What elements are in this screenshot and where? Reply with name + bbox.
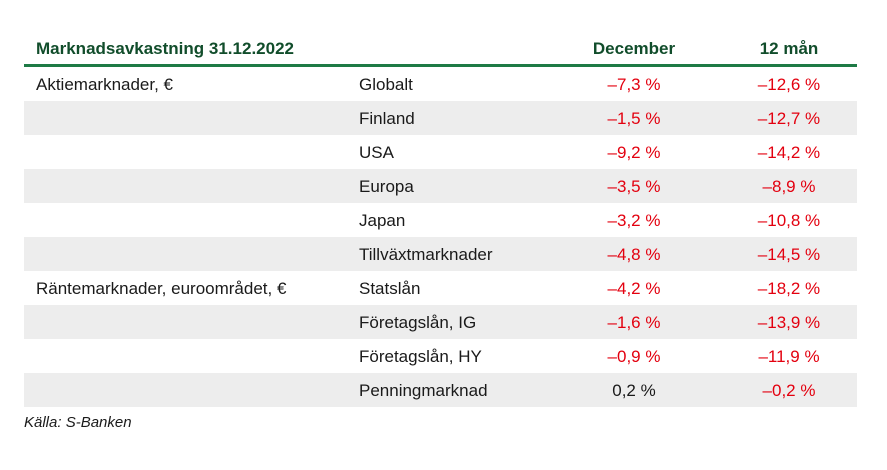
december-value: 0,2 % [612,381,656,400]
table-title: Marknadsavkastning 31.12.2022 [36,39,294,58]
table-row: Företagslån, HY –0,9 % –11,9 % [24,339,857,373]
market-label: Penningmarknad [359,381,488,400]
december-value: –7,3 % [607,75,661,94]
table-row: Räntemarknader, euroområdet, € Statslån … [24,271,857,305]
twelve-month-value: –18,2 % [757,279,821,298]
twelve-month-value: –12,6 % [757,75,821,94]
market-label: Japan [359,211,406,230]
december-value: –3,2 % [607,211,661,230]
twelve-month-value: –8,9 % [762,177,816,196]
column-header-12-months: 12 mån [759,39,819,58]
market-label: Företagslån, IG [359,313,477,332]
column-header-december: December [592,39,676,58]
december-value: –0,9 % [607,347,661,366]
december-value: –1,6 % [607,313,661,332]
twelve-month-value: –12,7 % [757,109,821,128]
market-label: Statslån [359,279,421,298]
market-label: Tillväxtmarknader [359,245,493,264]
twelve-month-value: –14,2 % [757,143,821,162]
twelve-month-value: –0,2 % [762,381,816,400]
table-row: Japan –3,2 % –10,8 % [24,203,857,237]
table-row: Penningmarknad 0,2 % –0,2 % [24,373,857,407]
twelve-month-value: –11,9 % [758,347,820,366]
market-label: Företagslån, HY [359,347,482,366]
december-value: –4,8 % [607,245,661,264]
source-note: Källa: S-Banken [24,414,132,431]
december-value: –1,5 % [607,109,661,128]
category-label: Räntemarknader, euroområdet, € [36,279,287,298]
market-label: USA [359,143,394,162]
twelve-month-value: –13,9 % [757,313,821,332]
december-value: –4,2 % [607,279,661,298]
table-row: Europa –3,5 % –8,9 % [24,169,857,203]
table-row: Aktiemarknader, € Globalt –7,3 % –12,6 % [24,67,857,101]
table-row: Tillväxtmarknader –4,8 % –14,5 % [24,237,857,271]
december-value: –3,5 % [607,177,661,196]
twelve-month-value: –14,5 % [757,245,821,264]
market-label: Globalt [359,75,413,94]
market-label: Finland [359,109,415,128]
market-label: Europa [359,177,414,196]
table-row: Finland –1,5 % –12,7 % [24,101,857,135]
market-returns-table: Marknadsavkastning 31.12.2022 December 1… [24,30,857,407]
table-row: USA –9,2 % –14,2 % [24,135,857,169]
table-row: Företagslån, IG –1,6 % –13,9 % [24,305,857,339]
category-label: Aktiemarknader, € [36,75,174,94]
twelve-month-value: –10,8 % [757,211,821,230]
december-value: –9,2 % [607,143,661,162]
table-header: Marknadsavkastning 31.12.2022 December 1… [24,30,857,67]
